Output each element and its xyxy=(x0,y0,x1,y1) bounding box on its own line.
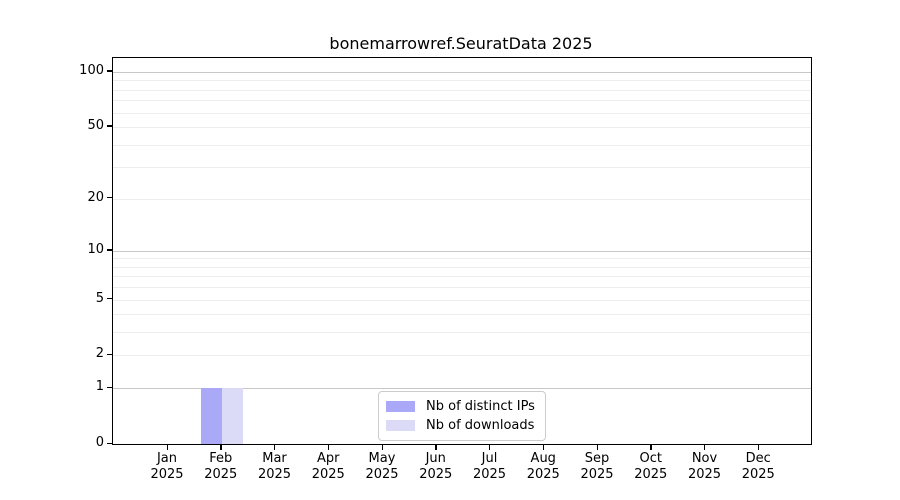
legend-label: Nb of downloads xyxy=(426,418,535,433)
x-tick-mark xyxy=(166,444,168,450)
x-tick-mark xyxy=(381,444,383,450)
x-tick-label: Feb 2025 xyxy=(181,451,261,483)
x-tick-label: Nov 2025 xyxy=(665,451,745,483)
x-tick-year: 2025 xyxy=(741,467,775,482)
minor-gridline xyxy=(113,144,811,146)
minor-gridline xyxy=(113,266,811,268)
x-tick-month: Jul xyxy=(481,451,498,466)
legend-item: Nb of distinct IPs xyxy=(386,397,537,416)
x-tick-label: Sep 2025 xyxy=(557,451,637,483)
minor-gridline xyxy=(113,126,811,128)
minor-gridline xyxy=(113,89,811,91)
x-tick-month: Mar xyxy=(262,451,287,466)
x-tick-year: 2025 xyxy=(580,467,614,482)
legend-item: Nb of downloads xyxy=(386,416,537,435)
y-tick-mark xyxy=(107,386,112,388)
bar-downloads xyxy=(221,388,243,444)
x-tick-month: Aug xyxy=(530,451,556,466)
x-tick-month: Apr xyxy=(317,451,340,466)
major-gridline xyxy=(113,388,811,390)
x-tick-label: Aug 2025 xyxy=(503,451,583,483)
x-tick-label: Mar 2025 xyxy=(235,451,315,483)
y-tick-label: 5 xyxy=(95,290,104,306)
x-tick-year: 2025 xyxy=(634,467,668,482)
x-tick-year: 2025 xyxy=(311,467,345,482)
x-tick-month: Jun xyxy=(425,451,446,466)
x-tick-year: 2025 xyxy=(526,467,560,482)
x-tick-label: Jul 2025 xyxy=(450,451,530,483)
x-tick-label: Jan 2025 xyxy=(127,451,207,483)
minor-gridline xyxy=(113,258,811,260)
major-gridline xyxy=(113,71,811,73)
x-tick-month: Feb xyxy=(209,451,233,466)
x-tick-label: May 2025 xyxy=(342,451,422,483)
x-tick-label: Apr 2025 xyxy=(288,451,368,483)
legend: Nb of distinct IPs Nb of downloads xyxy=(378,391,546,441)
x-tick-month: Oct xyxy=(639,451,662,466)
x-tick-mark xyxy=(596,444,598,450)
plot-area xyxy=(112,57,812,445)
x-tick-mark xyxy=(757,444,760,450)
x-tick-month: Dec xyxy=(745,451,771,466)
y-tick-mark xyxy=(107,249,112,251)
minor-gridline xyxy=(113,100,811,102)
x-tick-mark xyxy=(220,444,222,450)
x-tick-year: 2025 xyxy=(365,467,399,482)
y-tick-label: 100 xyxy=(79,62,104,78)
x-tick-mark xyxy=(435,444,437,450)
x-tick-month: May xyxy=(368,451,396,466)
minor-gridline xyxy=(113,287,811,289)
x-tick-mark xyxy=(704,444,706,450)
minor-gridline xyxy=(113,355,811,357)
y-tick-mark xyxy=(107,353,112,356)
minor-gridline xyxy=(113,276,811,278)
x-tick-label: Dec 2025 xyxy=(718,451,798,483)
x-tick-month: Sep xyxy=(584,451,610,466)
x-tick-year: 2025 xyxy=(257,467,292,482)
legend-swatch xyxy=(386,401,415,412)
y-tick-label: 0 xyxy=(95,435,104,450)
x-tick-mark xyxy=(542,444,545,450)
bar-distinct-ips xyxy=(200,388,222,444)
minor-gridline xyxy=(113,80,811,82)
major-gridline xyxy=(113,250,811,252)
x-tick-year: 2025 xyxy=(204,467,238,482)
y-tick-label: 20 xyxy=(87,189,104,205)
y-tick-label: 50 xyxy=(87,117,104,133)
minor-gridline xyxy=(113,198,811,200)
x-tick-year: 2025 xyxy=(419,467,453,482)
y-tick-mark xyxy=(107,442,112,444)
legend-label: Nb of distinct IPs xyxy=(426,399,535,414)
x-tick-year: 2025 xyxy=(150,467,184,482)
legend-items: Nb of distinct IPs Nb of downloads xyxy=(386,397,537,435)
x-tick-mark xyxy=(327,444,330,450)
y-tick-mark xyxy=(107,125,112,127)
y-tick-mark xyxy=(107,298,112,300)
y-tick-label: 2 xyxy=(95,346,104,362)
minor-gridline xyxy=(113,314,811,316)
chart-title: bonemarrowref.SeuratData 2025 xyxy=(329,34,593,53)
minor-gridline xyxy=(113,112,811,114)
x-tick-month: Nov xyxy=(691,451,718,466)
x-tick-mark xyxy=(650,444,652,450)
x-tick-mark xyxy=(274,444,276,450)
x-tick-month: Jan xyxy=(156,451,178,466)
y-tick-label: 1 xyxy=(95,379,104,395)
y-tick-mark xyxy=(107,70,112,72)
x-tick-label: Jun 2025 xyxy=(396,451,476,483)
x-tick-mark xyxy=(489,444,491,450)
y-tick-label: 10 xyxy=(87,241,104,257)
x-tick-label: Oct 2025 xyxy=(611,451,691,483)
x-tick-year: 2025 xyxy=(687,467,722,482)
minor-gridline xyxy=(113,299,811,301)
x-tick-year: 2025 xyxy=(472,467,507,482)
minor-gridline xyxy=(113,167,811,169)
minor-gridline xyxy=(113,332,811,334)
y-tick-mark xyxy=(107,197,112,199)
legend-swatch xyxy=(386,420,415,431)
